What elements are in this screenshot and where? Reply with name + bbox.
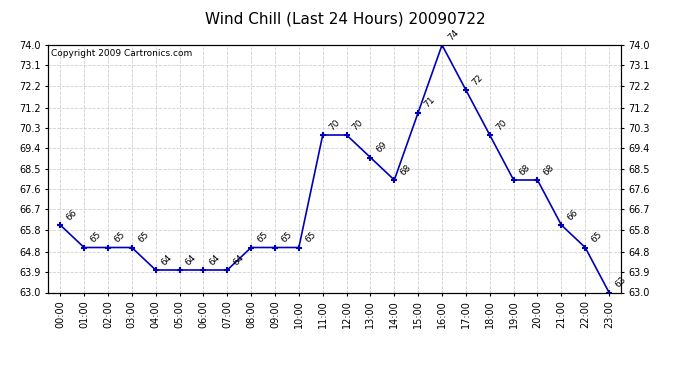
Text: 66: 66 — [64, 208, 79, 222]
Text: 64: 64 — [208, 253, 222, 267]
Text: 74: 74 — [446, 28, 461, 42]
Text: 65: 65 — [279, 230, 294, 245]
Text: 69: 69 — [375, 140, 389, 155]
Text: 65: 65 — [136, 230, 150, 245]
Text: 65: 65 — [303, 230, 317, 245]
Text: 70: 70 — [327, 118, 342, 132]
Text: 64: 64 — [184, 253, 198, 267]
Text: 72: 72 — [470, 73, 484, 87]
Text: 65: 65 — [589, 230, 604, 245]
Text: 66: 66 — [566, 208, 580, 222]
Text: 64: 64 — [231, 253, 246, 267]
Text: 68: 68 — [542, 163, 556, 177]
Text: Copyright 2009 Cartronics.com: Copyright 2009 Cartronics.com — [51, 49, 193, 58]
Text: 70: 70 — [494, 118, 509, 132]
Text: 63: 63 — [613, 275, 628, 290]
Text: Wind Chill (Last 24 Hours) 20090722: Wind Chill (Last 24 Hours) 20090722 — [205, 11, 485, 26]
Text: 71: 71 — [422, 95, 437, 110]
Text: 64: 64 — [160, 253, 175, 267]
Text: 65: 65 — [112, 230, 127, 245]
Text: 70: 70 — [351, 118, 365, 132]
Text: 65: 65 — [88, 230, 103, 245]
Text: 65: 65 — [255, 230, 270, 245]
Text: 68: 68 — [398, 163, 413, 177]
Text: 68: 68 — [518, 163, 532, 177]
